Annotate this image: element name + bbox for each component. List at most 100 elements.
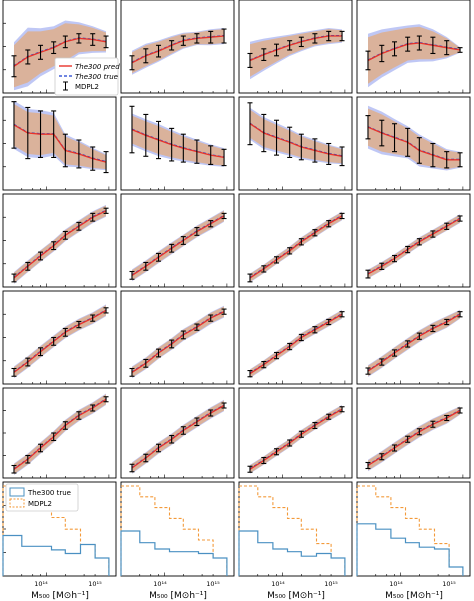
panel-frame (238, 96, 353, 191)
panel-r2-c3 (356, 193, 471, 288)
xtick-label-1e15-col0: 10¹⁵ (88, 580, 102, 588)
panel-r0-c2 (238, 0, 353, 94)
band-the300-pred (132, 210, 224, 281)
line-the300-pred (367, 409, 461, 467)
xtick-label-1e14-col0: 10¹⁴ (34, 580, 48, 588)
xtick-label-1e15-col3: 10¹⁵ (442, 580, 456, 588)
panel-r1-c0 (2, 96, 117, 191)
panel-r5-c1 (120, 481, 235, 577)
band-the300-pred (132, 29, 224, 74)
line-the300-pred (367, 42, 461, 62)
legend-bottom-true-label: The300 true (27, 489, 71, 497)
hist-mdpl2 (356, 485, 464, 576)
band-the300-pred (368, 214, 460, 278)
hist-mdpl2 (238, 485, 346, 576)
xtick-label-1e14-col3: 10¹⁴ (389, 580, 403, 588)
panel-frame (238, 290, 353, 385)
band-the300-pred (250, 29, 342, 77)
panel-frame (238, 0, 353, 94)
panel-r2-c0 (2, 193, 117, 288)
panel-r3-c2 (238, 290, 353, 385)
panel-r0-c3 (356, 0, 471, 94)
band-the300-pred (14, 394, 106, 475)
panel-r4-c1 (120, 387, 235, 479)
panel-frame (356, 0, 471, 94)
panel-r1-c1 (120, 96, 235, 191)
hist-mdpl2 (120, 485, 228, 576)
hist-the300-true (356, 523, 464, 576)
line-the300-pred (131, 215, 225, 276)
legend-bottom-mdpl2-swatch (9, 498, 25, 508)
hist-the300-true (2, 534, 110, 576)
panel-r0-c1 (120, 0, 235, 94)
line-the300-pred (13, 124, 107, 163)
legend-top: The300 pred The300 true MDPL2 (54, 57, 120, 96)
xtick-label-1e15-col2: 10¹⁵ (324, 580, 338, 588)
line-the300-pred (367, 313, 461, 372)
panels-layer (2, 0, 471, 577)
panel-frame (120, 290, 235, 385)
line-the300-pred (249, 215, 343, 279)
xlabels: M₅₀₀ [M⊙h⁻¹] M₅₀₀ [M⊙h⁻¹] M₅₀₀ [M⊙h⁻¹] M… (31, 591, 443, 601)
panel-r5-c2 (238, 481, 353, 577)
panel-r4-c0 (2, 387, 117, 479)
panel-frame (120, 0, 235, 94)
panel-r0-c0 (2, 0, 117, 94)
panel-frame (356, 290, 471, 385)
band-the300-pred (368, 108, 460, 170)
panel-frame (238, 387, 353, 479)
hist-the300-true (120, 530, 228, 576)
band-the300-pred (368, 26, 460, 84)
panel-r2-c1 (120, 193, 235, 288)
line-the300-pred (249, 123, 343, 157)
legend-top-frame (54, 57, 119, 96)
band-the300-pred (250, 109, 342, 164)
panel-r2-c2 (238, 193, 353, 288)
line-the300-pred (367, 217, 461, 275)
line-the300-pred (367, 126, 460, 161)
band-the300-pred (14, 104, 106, 170)
line-the300-pred (131, 35, 225, 64)
panel-r3-c0 (2, 290, 117, 385)
panel-frame (120, 387, 235, 479)
panel-frame (356, 96, 471, 191)
panel-r4-c2 (238, 387, 353, 479)
legend-bottom-true-swatch (9, 487, 25, 497)
bottom-axis-labels: 10¹⁴ 10¹⁵ 10¹⁴ 10¹⁵ 10¹⁴ 10¹⁵ 10¹⁴ 10¹⁵ (34, 580, 456, 588)
legend-top-mdpl2-swatch (63, 81, 68, 91)
xtick-label-1e15-col1: 10¹⁵ (206, 580, 220, 588)
panel-frame (120, 193, 235, 288)
xtick-label-1e14-col2: 10¹⁴ (271, 580, 285, 588)
panel-r1-c3 (356, 96, 471, 191)
xlabel-col1: M₅₀₀ [M⊙h⁻¹] (149, 591, 207, 601)
panel-r5-c0 (2, 481, 117, 577)
panel-frame (238, 193, 353, 288)
xlabel-col0: M₅₀₀ [M⊙h⁻¹] (31, 591, 89, 601)
panel-frame (356, 193, 471, 288)
line-the300-pred (249, 35, 342, 62)
xlabel-col3: M₅₀₀ [M⊙h⁻¹] (385, 591, 443, 601)
legend-top-mdpl2-label: MDPL2 (75, 83, 99, 91)
line-the300-pred (249, 408, 343, 470)
line-the300-pred (13, 398, 107, 470)
panel-r1-c2 (238, 96, 353, 191)
line-the300-pred (131, 311, 225, 373)
panel-frame (356, 481, 471, 577)
panel-r4-c3 (356, 387, 471, 479)
line-the300-pred (13, 37, 107, 67)
legend-top-pred-label: The300 pred (75, 63, 120, 71)
panel-frame (120, 96, 235, 191)
line-the300-pred (13, 210, 107, 279)
xlabel-col2: M₅₀₀ [M⊙h⁻¹] (267, 591, 325, 601)
legend-bottom-mdpl2-label: MDPL2 (28, 500, 52, 508)
hist-the300-true (238, 530, 346, 576)
legend-top-true-label: The300 true (75, 73, 118, 81)
panel-frame (356, 387, 471, 479)
line-the300-pred (131, 404, 225, 469)
panel-r3-c1 (120, 290, 235, 385)
panel-r5-c3 (356, 481, 471, 577)
line-the300-pred (13, 309, 107, 373)
line-the300-pred (249, 313, 343, 375)
band-the300-pred (14, 205, 106, 284)
